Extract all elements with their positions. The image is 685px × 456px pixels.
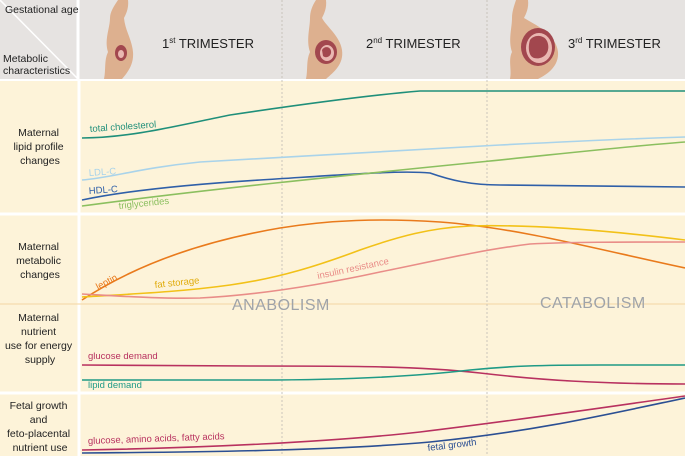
label-total-cholesterol: total cholesterol <box>89 119 156 135</box>
curve-triglycerides <box>81 141 685 207</box>
label-glucose-amino-fatty: glucose, amino acids, fatty acids <box>88 431 225 447</box>
label-fat-storage: fat storage <box>154 275 200 291</box>
label-ldl-c: LDL-C <box>88 166 116 179</box>
curve-glucose-demand <box>81 364 685 385</box>
corner-gestational-age-label: Gestational age <box>5 4 79 16</box>
trimester-1-title: 1st TRIMESTER <box>162 36 254 51</box>
pregnancy-figure-1st-trimester <box>104 0 134 79</box>
trimester-2-title: 2nd TRIMESTER <box>366 36 461 51</box>
curve-total-cholesterol <box>81 90 685 139</box>
curve-hdl-c <box>81 171 685 201</box>
anabolism-label: ANABOLISM <box>232 297 330 314</box>
trimester-3-title: 3rd TRIMESTER <box>568 36 661 51</box>
curve-insulin-resistance <box>81 241 685 299</box>
curve-glucose-amino-fatty <box>81 395 685 451</box>
label-hdl-c: HDL-C <box>88 184 118 197</box>
label-lipid-demand: lipid demand <box>88 380 142 391</box>
pregnancy-figure-3rd-trimester <box>510 0 559 79</box>
row-label-fetal-growth: Fetal growth and feto-placental nutrient… <box>7 400 73 454</box>
curve-fat-storage <box>81 224 685 298</box>
label-glucose-demand: glucose demand <box>88 351 158 362</box>
row-label-metabolic-changes: Maternal metabolic changes <box>16 241 64 281</box>
curve-lipid-demand <box>82 364 685 381</box>
header-corner-diagonal <box>0 0 79 80</box>
curve-ldl-c <box>81 136 685 181</box>
curve-fetal-growth <box>81 397 685 454</box>
row-label-lipid-profile: Maternal lipid profile changes <box>13 127 66 167</box>
label-triglycerides: triglycerides <box>118 196 170 212</box>
pregnancy-figure-2nd-trimester <box>306 0 343 79</box>
corner-metabolic-label: Metabolic characteristics <box>3 53 70 77</box>
catabolism-label: CATABOLISM <box>540 295 646 312</box>
row-label-nutrient-use: Maternal nutrient use for energy supply <box>5 312 75 366</box>
